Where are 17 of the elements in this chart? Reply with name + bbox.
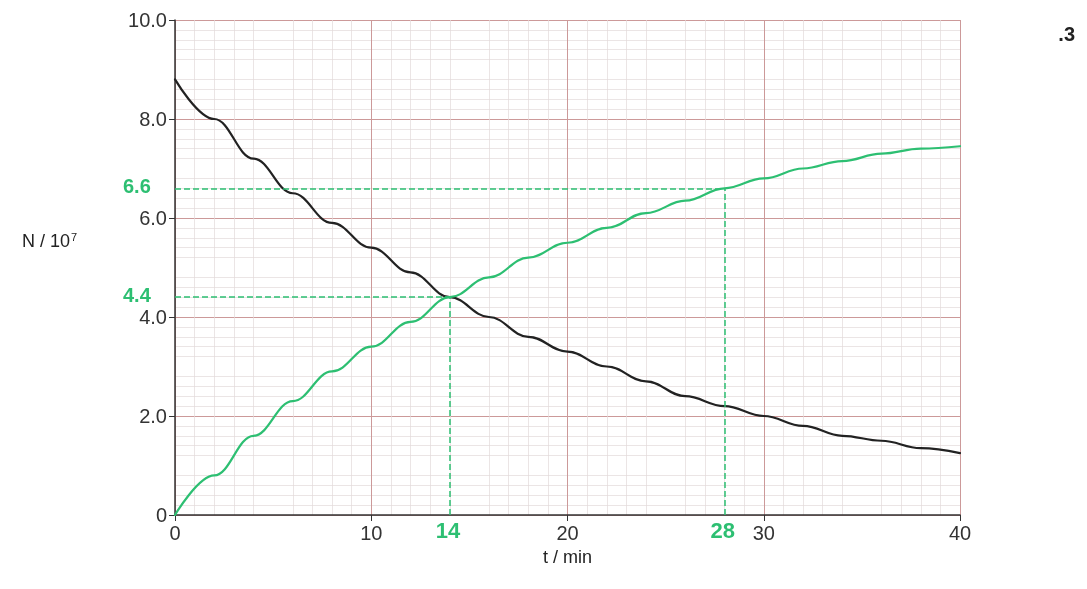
y-tick-label: 2.0: [139, 405, 167, 427]
x-tick-label: 10: [360, 522, 383, 544]
x-axis-title: t / min: [542, 546, 593, 567]
ref-line-label: 28: [710, 517, 735, 543]
y-tick-label: 0: [155, 504, 167, 526]
y-tick-label: 4.0: [139, 306, 167, 328]
x-tick-label: 30: [752, 522, 775, 544]
x-tick-label: 40: [948, 522, 972, 544]
ref-line-label: 14: [435, 517, 461, 543]
ref-line-label: 6.6: [123, 175, 151, 198]
y-tick-label: 10.0: [128, 9, 167, 31]
y-tick-label: 8.0: [139, 108, 167, 130]
ref-line-label: 4.4: [123, 284, 152, 307]
x-tick-label: 20: [556, 522, 579, 544]
x-tick-label: 0: [169, 522, 181, 544]
y-tick-label: 6.0: [139, 207, 167, 229]
text: .3: [1058, 23, 1076, 45]
